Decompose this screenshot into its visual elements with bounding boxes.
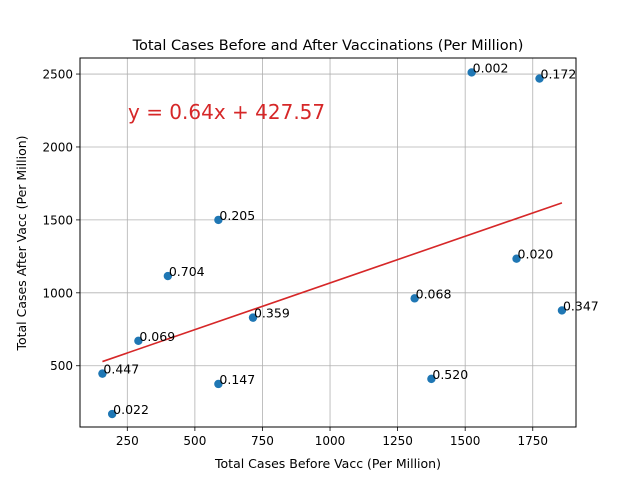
data-point-label: 0.205 — [219, 208, 255, 223]
data-point-label: 0.172 — [541, 67, 577, 82]
y-tick-label: 1500 — [42, 213, 73, 227]
data-point-label: 0.068 — [416, 286, 452, 301]
data-point — [248, 313, 258, 322]
x-tick-label: 250 — [116, 434, 139, 448]
grid — [80, 58, 576, 427]
data-point — [107, 409, 117, 419]
data-point — [557, 306, 567, 315]
data-point-label: 0.359 — [254, 306, 290, 321]
y-tick-label: 500 — [50, 359, 73, 373]
data-point — [214, 215, 223, 225]
x-tick-label: 1000 — [315, 434, 346, 448]
y-tick-label: 2000 — [42, 140, 73, 154]
data-point-label: 0.002 — [473, 60, 509, 75]
x-axis-label: Total Cases Before Vacc (Per Million) — [214, 456, 441, 471]
data-point — [163, 271, 173, 281]
x-tick-label: 500 — [183, 434, 206, 448]
x-tick-label: 1500 — [450, 434, 481, 448]
data-point-label: 0.520 — [432, 367, 468, 382]
data-point — [214, 379, 223, 389]
data-point-label: 0.704 — [169, 264, 205, 279]
data-point-label: 0.347 — [563, 298, 599, 313]
data-point — [410, 294, 419, 303]
chart-title: Total Cases Before and After Vaccination… — [132, 38, 524, 54]
data-point — [134, 336, 143, 346]
x-tick-label: 1250 — [382, 434, 413, 448]
x-tick-label: 750 — [251, 434, 274, 448]
points-layer — [98, 68, 567, 419]
y-tick-label: 2500 — [42, 68, 73, 82]
plot-frame — [79, 57, 577, 428]
y-tick-label: 1000 — [42, 286, 73, 300]
point-labels-layer: 0.002 0.172 0.205 0.020 0.704 0.068 0.347 0.359… — [103, 60, 598, 417]
data-point — [427, 374, 436, 384]
data-point-label: 0.447 — [103, 362, 139, 377]
data-point-label: 0.147 — [219, 372, 255, 387]
x-axis-ticks: 250 500 750 1000 1250 1500 1750 — [116, 427, 548, 448]
data-point-label: 0.020 — [518, 247, 554, 262]
data-point — [467, 68, 476, 77]
data-point — [512, 254, 521, 263]
regression-line — [102, 202, 563, 363]
data-point — [98, 369, 107, 378]
y-axis-ticks: 500 1000 1500 2000 2500 — [42, 68, 80, 373]
x-tick-label: 1750 — [517, 434, 548, 448]
data-point-label: 0.069 — [139, 329, 175, 344]
y-axis-label: Total Cases After Vacc (Per Million) — [14, 135, 29, 351]
data-point — [535, 74, 544, 83]
regression-equation: y = 0.64x + 427.57 — [128, 100, 325, 124]
regression-layer — [102, 202, 563, 363]
data-point-label: 0.022 — [113, 402, 149, 417]
